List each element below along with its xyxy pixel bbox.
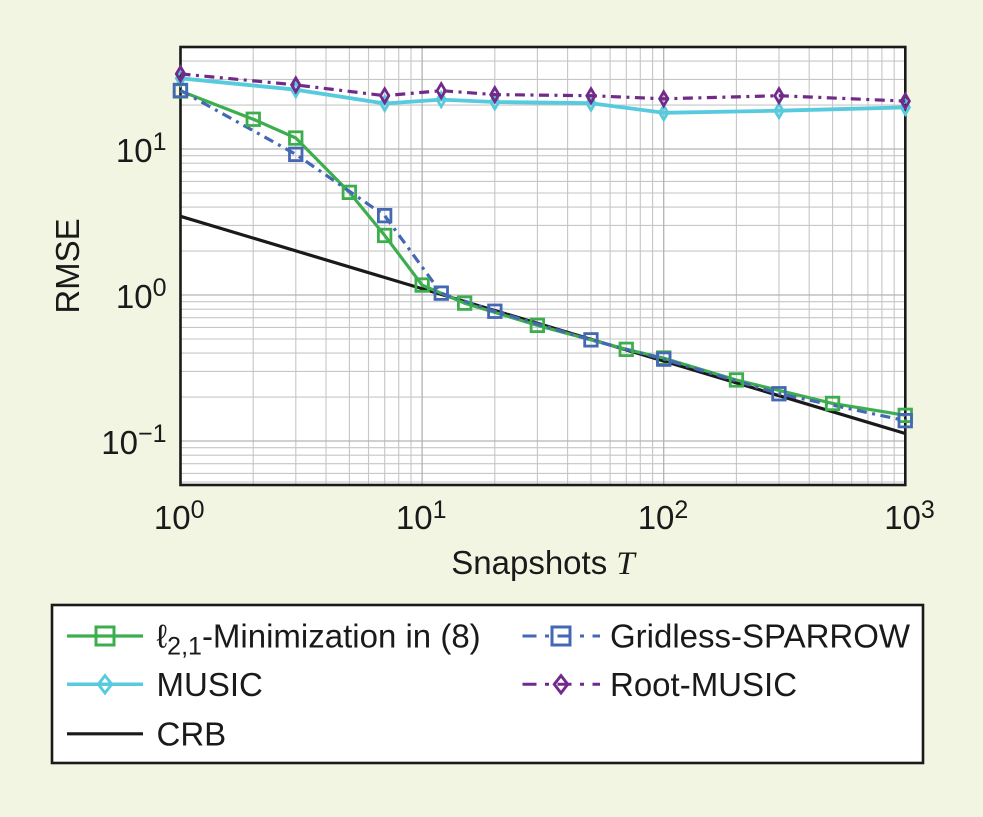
svg-text:CRB: CRB [157,715,227,752]
svg-text:Root-MUSIC: Root-MUSIC [610,666,797,703]
svg-text:Gridless-SPARROW: Gridless-SPARROW [610,618,911,655]
svg-text:102: 102 [638,496,689,536]
svg-text:100: 100 [154,496,205,536]
svg-text:ℓ2,1-Minimization in (8): ℓ2,1-Minimization in (8) [157,618,481,661]
svg-text:RMSE: RMSE [49,218,86,313]
svg-text:100: 100 [116,274,167,315]
svg-text:MUSIC: MUSIC [157,666,263,703]
svg-text:Snapshots T: Snapshots T [451,544,637,582]
svg-text:101: 101 [116,128,167,169]
svg-text:10−1: 10−1 [101,420,166,461]
